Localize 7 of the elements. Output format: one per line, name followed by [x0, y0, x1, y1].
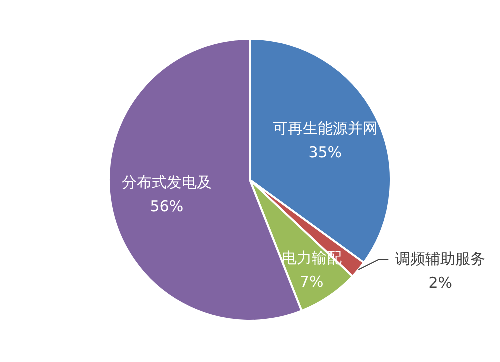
data-label: 35%: [308, 143, 342, 162]
data-label: 7%: [300, 272, 324, 291]
data-label: 56%: [150, 198, 184, 216]
slice-label: 分布式发电及: [122, 174, 212, 192]
slice-label: 调频辅助服务: [396, 250, 486, 268]
slice-label: 可再生能源并网: [272, 119, 378, 138]
data-label: 2%: [428, 274, 453, 292]
